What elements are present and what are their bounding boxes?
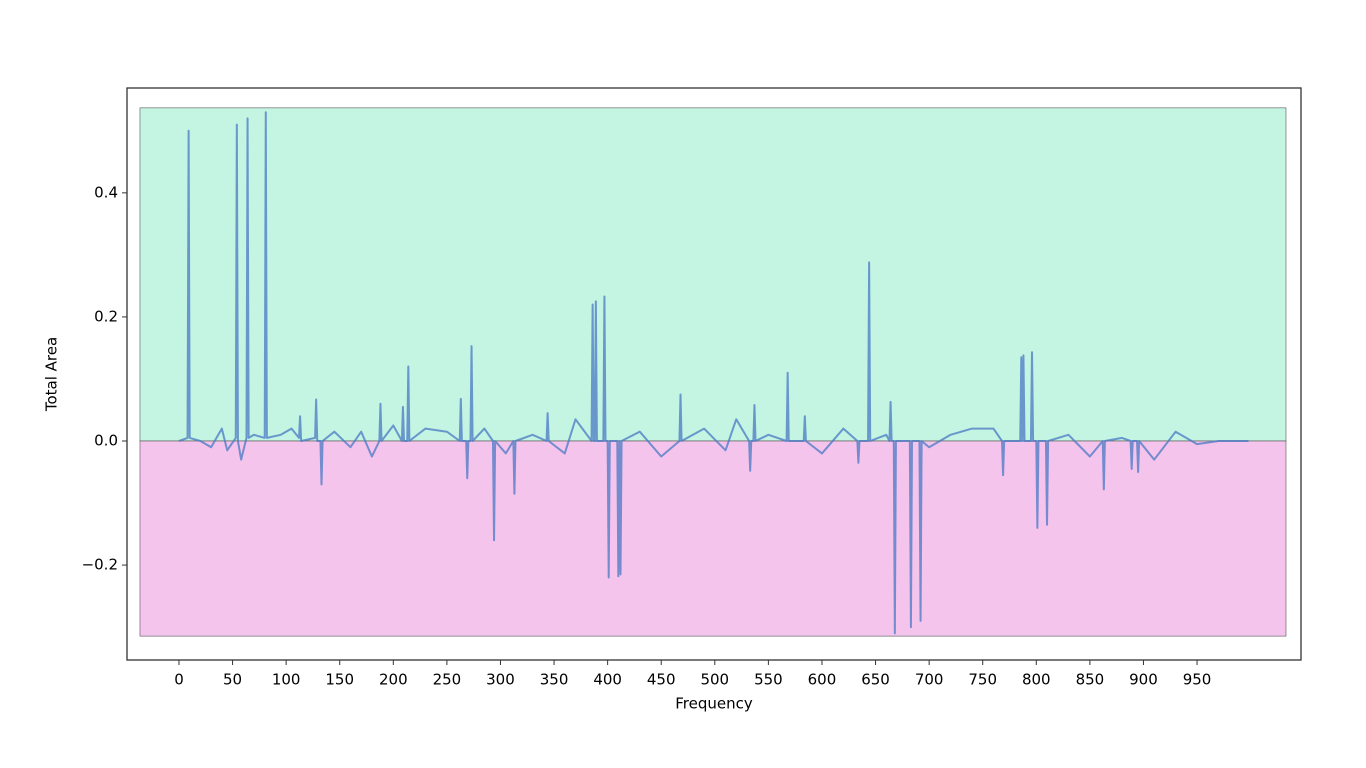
x-axis-label: Frequency xyxy=(675,695,753,713)
axes-frame xyxy=(126,87,1302,661)
x-tick-label: 950 xyxy=(1183,671,1212,689)
x-tick-label: 900 xyxy=(1129,671,1158,689)
y-axis-label: Total Area xyxy=(43,337,61,412)
x-tick-label: 450 xyxy=(647,671,676,689)
x-tick-label: 150 xyxy=(325,671,354,689)
y-tick-label: −0.2 xyxy=(82,556,118,574)
data-line xyxy=(178,111,1249,635)
x-tick-label: 500 xyxy=(700,671,729,689)
y-tick-label: 0.2 xyxy=(94,307,118,325)
x-tick-label: 200 xyxy=(379,671,408,689)
x-tick-label: 550 xyxy=(754,671,783,689)
x-tick-label: 650 xyxy=(861,671,890,689)
x-tick-label: 350 xyxy=(540,671,569,689)
x-tick-label: 0 xyxy=(174,671,184,689)
y-tick-label: 0.4 xyxy=(94,183,118,201)
x-tick-label: 750 xyxy=(968,671,997,689)
band xyxy=(139,440,1287,637)
x-tick-label: 50 xyxy=(223,671,242,689)
x-tick-label: 250 xyxy=(433,671,462,689)
y-tick-label: 0.0 xyxy=(94,432,118,450)
band xyxy=(139,107,1287,442)
x-tick-label: 300 xyxy=(486,671,515,689)
x-tick-label: 800 xyxy=(1022,671,1051,689)
x-tick-label: 700 xyxy=(915,671,944,689)
x-tick-label: 400 xyxy=(593,671,622,689)
x-tick-label: 850 xyxy=(1076,671,1105,689)
x-tick-label: 600 xyxy=(808,671,837,689)
x-tick-label: 100 xyxy=(272,671,301,689)
